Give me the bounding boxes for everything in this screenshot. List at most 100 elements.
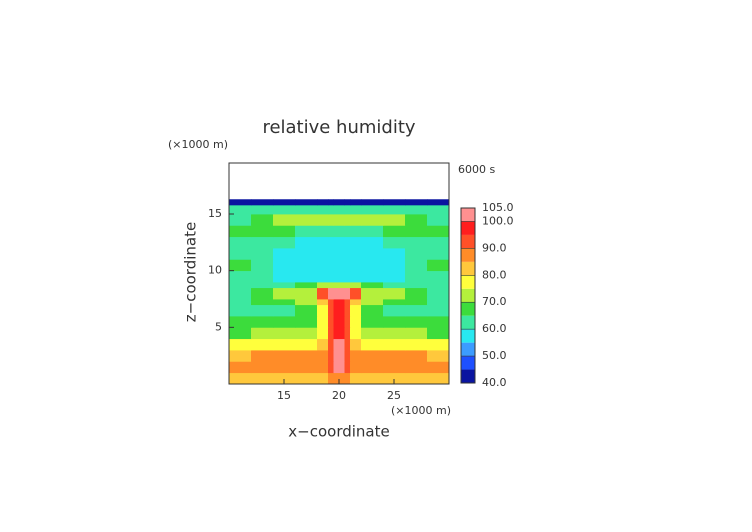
cell — [328, 236, 334, 249]
colorbar-band — [461, 234, 475, 249]
cell — [273, 304, 296, 317]
cell — [333, 287, 345, 300]
cell — [361, 304, 384, 317]
cell — [251, 270, 274, 283]
colorbar-band — [461, 315, 475, 330]
cell — [333, 282, 345, 289]
cell — [383, 338, 406, 351]
cell — [333, 361, 345, 374]
cell — [251, 214, 274, 226]
cell — [344, 225, 351, 238]
cell — [317, 248, 329, 260]
cell — [328, 270, 334, 283]
cell — [295, 214, 318, 226]
colorbar-band — [461, 275, 475, 289]
y-tick-label: 5 — [215, 320, 222, 333]
cell — [350, 372, 362, 385]
cell — [317, 327, 329, 340]
cell — [344, 214, 351, 226]
cell — [361, 350, 384, 362]
cell — [427, 199, 450, 206]
cell — [361, 327, 384, 340]
cell — [328, 299, 334, 306]
cell — [295, 248, 318, 260]
cell — [229, 361, 252, 374]
cell — [427, 361, 450, 374]
colorbar-band — [461, 302, 475, 316]
cell — [317, 299, 329, 306]
cell — [405, 225, 428, 238]
cell — [328, 304, 334, 317]
cell — [328, 204, 334, 215]
cell — [333, 270, 345, 283]
cell — [361, 214, 384, 226]
cell — [229, 270, 252, 283]
cell — [344, 361, 351, 374]
cell — [273, 299, 296, 306]
cell — [350, 259, 362, 272]
cell — [251, 361, 274, 374]
cell — [361, 282, 384, 289]
cell — [405, 338, 428, 351]
cell — [361, 270, 384, 283]
cell — [427, 214, 450, 226]
cell — [405, 259, 428, 272]
cell — [405, 361, 428, 374]
cell — [229, 316, 252, 328]
cell — [251, 287, 274, 300]
cell — [361, 299, 384, 306]
cell — [361, 338, 384, 351]
contour-field — [229, 199, 450, 385]
cell — [317, 214, 329, 226]
cell — [427, 350, 450, 362]
cell — [317, 350, 329, 362]
cell — [333, 304, 345, 317]
cell — [427, 225, 450, 238]
cell — [383, 214, 406, 226]
cell — [344, 259, 351, 272]
cell — [333, 299, 345, 306]
cell — [405, 316, 428, 328]
cell — [383, 350, 406, 362]
cell — [317, 199, 329, 206]
cell — [383, 236, 406, 249]
cell — [350, 214, 362, 226]
cell — [295, 204, 318, 215]
cell — [251, 282, 274, 289]
cell — [333, 204, 345, 215]
cell — [361, 361, 384, 374]
cell — [295, 236, 318, 249]
cell — [350, 316, 362, 328]
cell — [361, 225, 384, 238]
cell — [333, 199, 345, 206]
cell — [344, 316, 351, 328]
cell — [350, 287, 362, 300]
colorbar-band — [461, 356, 475, 370]
cell — [383, 199, 406, 206]
colorbar-band — [461, 208, 475, 222]
colorbar-band — [461, 288, 475, 303]
cell — [333, 350, 345, 362]
cell — [295, 350, 318, 362]
cell — [333, 225, 345, 238]
cell — [328, 248, 334, 260]
cell — [229, 299, 252, 306]
cell — [383, 282, 406, 289]
cell — [427, 236, 450, 249]
cell — [383, 304, 406, 317]
x-axis-label: x−coordinate — [288, 423, 389, 441]
cell — [361, 204, 384, 215]
cell — [273, 282, 296, 289]
colorbar-label: 60.0 — [482, 322, 507, 335]
cell — [350, 338, 362, 351]
cell — [427, 316, 450, 328]
cell — [295, 259, 318, 272]
cell — [251, 327, 274, 340]
cell — [273, 248, 296, 260]
colorbar-label: 50.0 — [482, 349, 507, 362]
cell — [350, 299, 362, 306]
time-label: 6000 s — [458, 163, 495, 176]
cell — [350, 350, 362, 362]
cell — [229, 204, 252, 215]
cell — [350, 236, 362, 249]
